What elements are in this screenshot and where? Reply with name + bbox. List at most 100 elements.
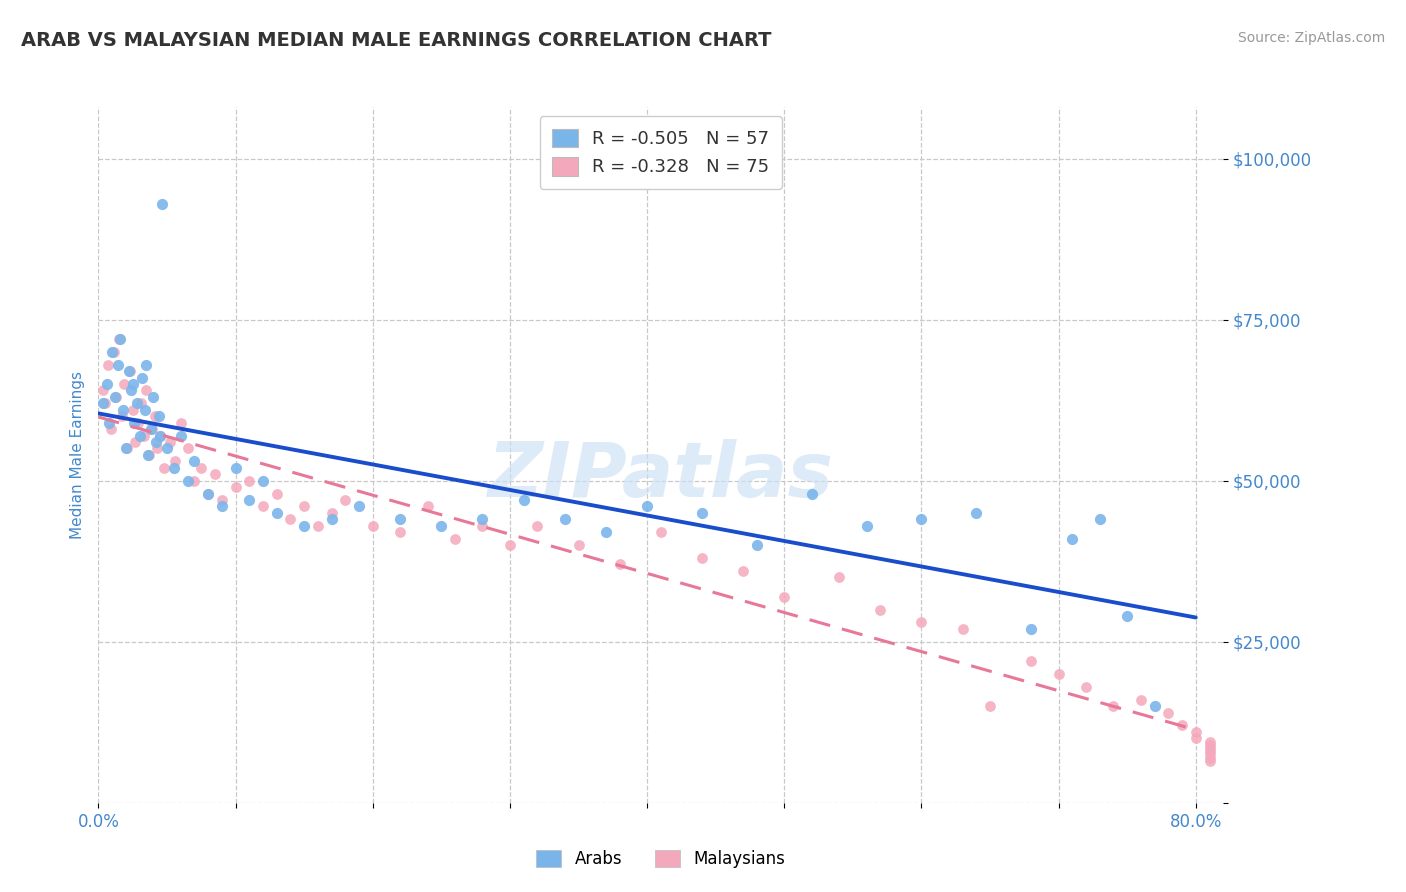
Point (135, 384, 157, 398)
Point (98, 416, 121, 430)
Point (307, 518, 329, 533)
Point (139, 422, 162, 436)
Point (567, 538, 589, 552)
Point (238, 493, 260, 508)
Point (636, 500, 658, 514)
Legend: Arabs, Malaysians: Arabs, Malaysians (530, 843, 792, 875)
Point (1074, 680, 1097, 694)
Point (416, 500, 439, 514)
Point (149, 428, 172, 442)
Point (159, 435, 181, 450)
Y-axis label: Median Male Earnings: Median Male Earnings (69, 371, 84, 539)
Point (170, 416, 193, 430)
Point (197, 486, 219, 500)
Point (609, 558, 631, 572)
Point (292, 518, 315, 533)
Point (170, 428, 193, 442)
Legend: R = -0.505   N = 57, R = -0.328   N = 75: R = -0.505 N = 57, R = -0.328 N = 75 (540, 116, 782, 189)
Point (444, 532, 467, 546)
Text: Source: ZipAtlas.com: Source: ZipAtlas.com (1237, 31, 1385, 45)
Point (225, 480, 247, 494)
Point (347, 500, 370, 514)
Point (1019, 654, 1042, 668)
Point (773, 590, 796, 604)
Point (526, 518, 548, 533)
Point (1088, 512, 1111, 526)
Point (1143, 699, 1166, 714)
Point (252, 474, 274, 488)
Point (108, 332, 131, 346)
Point (153, 460, 176, 475)
Point (114, 377, 136, 392)
Point (115, 442, 138, 456)
Point (292, 500, 315, 514)
Point (211, 500, 233, 514)
Point (430, 518, 453, 533)
Point (143, 409, 166, 424)
Point (107, 358, 129, 372)
Text: ARAB VS MALAYSIAN MEDIAN MALE EARNINGS CORRELATION CHART: ARAB VS MALAYSIAN MEDIAN MALE EARNINGS C… (21, 31, 772, 50)
Point (125, 396, 148, 410)
Point (238, 474, 260, 488)
Point (499, 538, 522, 552)
Point (389, 512, 412, 526)
Point (115, 442, 138, 456)
Point (1198, 754, 1220, 768)
Point (129, 396, 152, 410)
Point (131, 370, 153, 384)
Point (176, 442, 198, 456)
Point (110, 332, 132, 346)
Point (1157, 706, 1180, 720)
Point (1184, 725, 1206, 739)
Point (135, 358, 157, 372)
Point (225, 460, 247, 475)
Point (321, 512, 343, 526)
Point (280, 512, 302, 526)
Point (910, 512, 932, 526)
Point (183, 454, 205, 468)
Point (91, 396, 114, 410)
Point (112, 402, 135, 417)
Point (142, 390, 165, 404)
Point (1198, 741, 1220, 756)
Point (965, 506, 987, 520)
Point (252, 500, 274, 514)
Point (1171, 718, 1194, 732)
Point (122, 416, 145, 430)
Point (148, 409, 170, 424)
Point (321, 506, 343, 520)
Point (690, 551, 713, 566)
Point (1184, 731, 1206, 746)
Point (266, 506, 288, 520)
Point (197, 486, 219, 500)
Point (183, 474, 205, 488)
Point (335, 493, 357, 508)
Point (910, 615, 932, 630)
Point (1198, 747, 1220, 762)
Point (471, 518, 494, 533)
Point (111, 409, 134, 424)
Point (828, 570, 851, 584)
Point (105, 390, 128, 404)
Point (800, 486, 823, 500)
Point (471, 512, 494, 526)
Point (1129, 692, 1152, 706)
Point (138, 448, 160, 462)
Point (361, 518, 384, 533)
Point (163, 460, 186, 475)
Point (190, 460, 212, 475)
Point (141, 422, 163, 436)
Point (1198, 750, 1220, 764)
Point (1062, 532, 1084, 546)
Point (150, 196, 173, 211)
Point (97, 358, 120, 372)
Point (136, 448, 159, 462)
Point (127, 416, 149, 430)
Point (96, 377, 118, 392)
Point (204, 467, 226, 482)
Point (1102, 699, 1125, 714)
Point (595, 525, 617, 540)
Point (1019, 622, 1042, 636)
Point (211, 493, 233, 508)
Point (101, 344, 124, 359)
